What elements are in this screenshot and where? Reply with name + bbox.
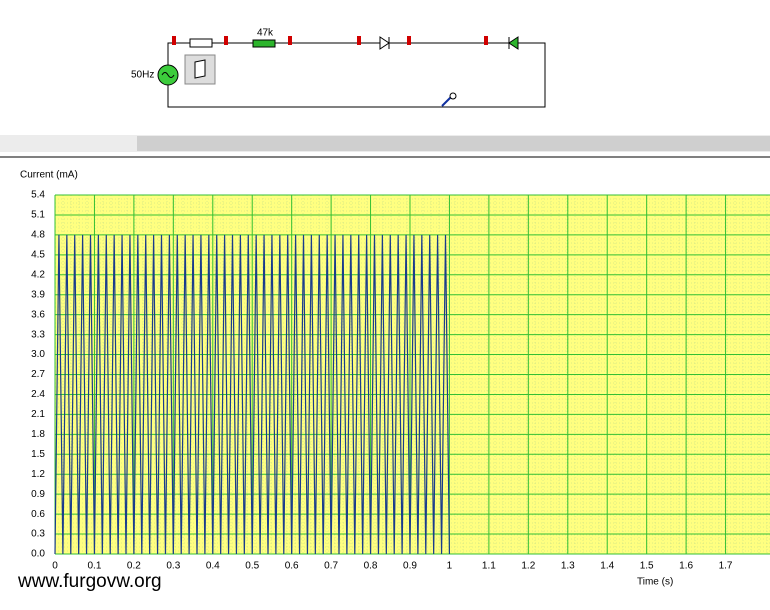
scrollbar-thumb[interactable]: [137, 136, 770, 151]
probe-tip: [449, 92, 457, 100]
x-tick-label: 1.7: [719, 561, 733, 572]
y-tick-label: 0.6: [31, 509, 45, 520]
current-line: [54, 234, 451, 555]
x-tick-label: 1.3: [561, 561, 575, 572]
resistor-label: 47k: [257, 28, 274, 39]
y-tick-label: 3.3: [31, 329, 45, 340]
y-axis-label: Current (mA): [20, 170, 78, 181]
x-tick-label: 0.4: [206, 561, 220, 572]
switch-lever: [194, 59, 206, 79]
y-tick-label: 4.8: [31, 230, 45, 241]
y-tick-label: 0.0: [31, 549, 45, 560]
y-tick-label: 4.5: [31, 249, 45, 260]
led: [508, 36, 519, 50]
node: [224, 36, 228, 45]
y-tick-label: 3.9: [31, 289, 45, 300]
y-tick-label: 3.6: [31, 309, 45, 320]
y-tick-label: 1.2: [31, 469, 45, 480]
wire: [167, 42, 546, 108]
node: [357, 36, 361, 45]
resistor: [252, 39, 276, 48]
watermark: www.furgovw.org: [17, 571, 162, 592]
y-tick-label: 2.1: [31, 409, 45, 420]
node: [288, 36, 292, 45]
x-tick-label: 0.7: [324, 561, 338, 572]
ac-symbol: [161, 72, 175, 78]
y-tick-label: 4.2: [31, 269, 45, 280]
x-tick-label: 0.2: [127, 561, 141, 572]
y-tick-label: 5.1: [31, 210, 45, 221]
y-tick-label: 0.3: [31, 529, 45, 540]
x-tick-label: 1.6: [679, 561, 693, 572]
x-tick-label: 0.3: [166, 561, 180, 572]
x-tick-label: 0.1: [87, 561, 101, 572]
x-tick-label: 1.5: [640, 561, 654, 572]
x-tick-label: 0: [52, 561, 58, 572]
x-tick-label: 1.1: [482, 561, 496, 572]
node: [407, 36, 411, 45]
y-tick-label: 0.9: [31, 489, 45, 500]
y-tick-label: 1.8: [31, 429, 45, 440]
x-axis-label: Time (s): [637, 577, 673, 588]
x-tick-label: 1.4: [600, 561, 614, 572]
node: [172, 36, 176, 45]
y-tick-label: 2.7: [31, 369, 45, 380]
x-tick-label: 0.6: [285, 561, 299, 572]
diode: [379, 36, 390, 50]
source-label: 50Hz: [131, 70, 154, 81]
y-tick-label: 1.5: [31, 449, 45, 460]
y-tick-label: 3.0: [31, 349, 45, 360]
y-tick-label: 2.4: [31, 389, 45, 400]
x-tick-label: 0.9: [403, 561, 417, 572]
circuit: 47k 50Hz: [131, 28, 546, 108]
y-tick-label: 5.4: [31, 190, 45, 201]
x-tick-label: 0.5: [245, 561, 259, 572]
x-tick-label: 1: [447, 561, 453, 572]
node: [484, 36, 488, 45]
fuse: [189, 38, 213, 48]
x-tick-label: 0.8: [364, 561, 378, 572]
x-tick-label: 1.2: [521, 561, 535, 572]
